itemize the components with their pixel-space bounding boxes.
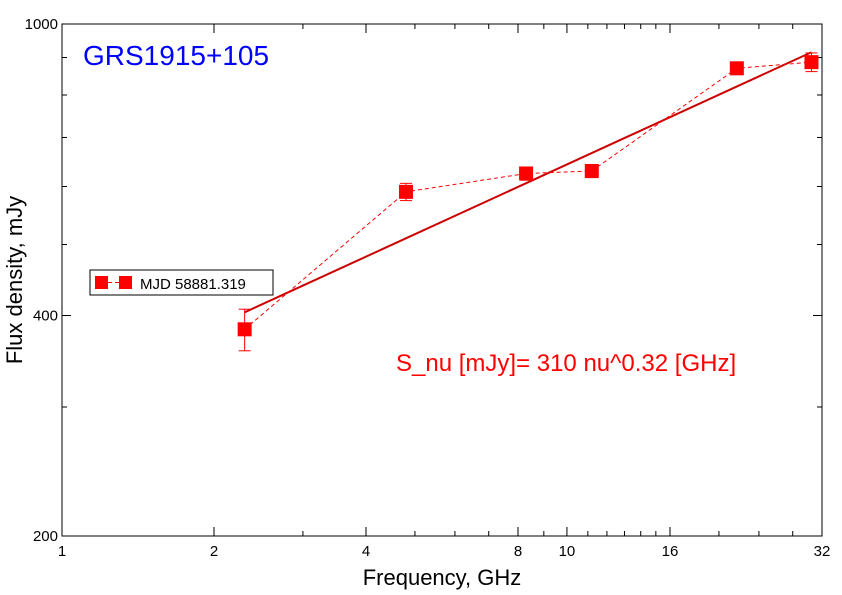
fit-layer <box>244 51 812 314</box>
chart-title: GRS1915+105 <box>83 40 269 71</box>
x-tick-label: 2 <box>210 543 218 560</box>
data-point <box>584 163 599 178</box>
y-tick-label: 400 <box>33 307 58 324</box>
y-axis-title: Flux density, mJy <box>2 196 27 364</box>
x-tick-label: 8 <box>514 543 522 560</box>
x-tick-label: 1 <box>58 543 66 560</box>
x-tick-label: 4 <box>362 543 370 560</box>
data-point <box>237 322 252 337</box>
x-tick-label: 16 <box>662 543 679 560</box>
axis-ticks <box>61 23 823 537</box>
data-point <box>804 55 819 70</box>
x-axis-title: Frequency, GHz <box>363 565 522 590</box>
fit-line <box>244 51 812 314</box>
series-layer <box>237 52 819 352</box>
y-tick-label: 1000 <box>25 16 58 33</box>
tick-labels: 1 2 4 8 10 16 32 200 400 1000 <box>25 16 831 560</box>
legend: MJD 58881.319 <box>89 269 274 296</box>
legend-label: MJD 58881.319 <box>140 276 246 293</box>
y-tick-label: 200 <box>33 528 58 545</box>
series-line <box>244 61 812 330</box>
x-tick-label: 10 <box>559 543 576 560</box>
legend-marker <box>119 276 132 289</box>
data-point <box>398 184 413 199</box>
data-point <box>519 166 534 181</box>
fit-annotation: S_nu [mJy]= 310 nu^0.32 [GHz] <box>396 350 736 377</box>
data-point <box>729 61 744 76</box>
legend-marker <box>95 276 108 289</box>
plot-frame <box>61 23 823 537</box>
x-tick-label: 32 <box>814 543 831 560</box>
